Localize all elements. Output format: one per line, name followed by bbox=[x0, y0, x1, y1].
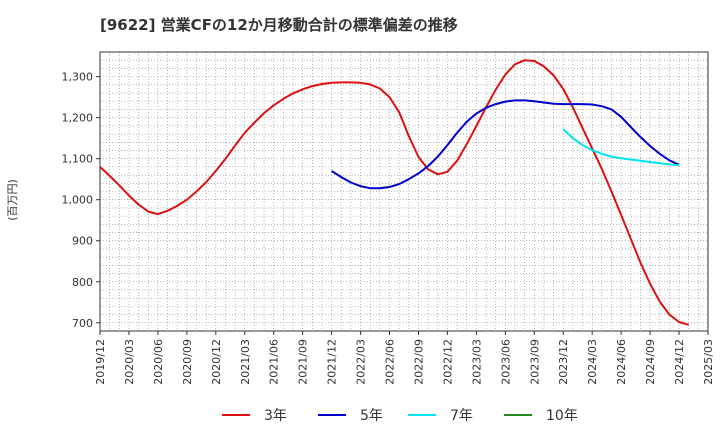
x-tick-label: 2023/06 bbox=[499, 339, 512, 385]
series-line-7年 bbox=[562, 128, 680, 167]
series-line-3年 bbox=[99, 59, 689, 326]
x-tick-label: 2025/03 bbox=[702, 339, 715, 385]
x-tick-label: 2021/03 bbox=[239, 339, 252, 385]
x-tick-label: 2019/12 bbox=[94, 339, 107, 385]
y-axis-label: (百万円) bbox=[6, 179, 19, 221]
x-tick-label: 2020/06 bbox=[152, 339, 165, 385]
x-tick-label: 2023/12 bbox=[557, 339, 570, 385]
y-tick-label: 1,200 bbox=[62, 112, 94, 125]
x-tick-label: 2022/03 bbox=[355, 339, 368, 385]
x-tick-label: 2021/12 bbox=[326, 339, 339, 385]
x-tick-label: 2022/09 bbox=[412, 339, 425, 385]
x-tick-label: 2020/03 bbox=[123, 339, 136, 385]
y-tick-label: 1,300 bbox=[62, 71, 94, 84]
legend-label: 3年 bbox=[264, 408, 287, 424]
x-tick-label: 2024/03 bbox=[586, 339, 599, 385]
legend-label: 7年 bbox=[450, 408, 473, 424]
x-tick-label: 2024/06 bbox=[615, 339, 628, 385]
x-tick-label: 2021/09 bbox=[297, 339, 310, 385]
y-tick-label: 1,000 bbox=[62, 194, 94, 207]
x-tick-label: 2024/09 bbox=[644, 339, 657, 385]
gridlines bbox=[100, 52, 708, 331]
y-tick-label: 1,100 bbox=[62, 153, 94, 166]
x-tick-label: 2023/09 bbox=[528, 339, 541, 385]
x-tick-label: 2021/06 bbox=[268, 339, 281, 385]
legend-label: 5年 bbox=[360, 408, 383, 424]
y-axis: 700 800 900 1,000 1,100 1,200 1,300 bbox=[62, 71, 100, 330]
x-tick-label: 2020/09 bbox=[181, 339, 194, 385]
x-tick-label: 2022/12 bbox=[441, 339, 454, 385]
x-tick-label: 2020/12 bbox=[210, 339, 223, 385]
y-tick-label: 700 bbox=[72, 317, 93, 330]
plot-area bbox=[99, 51, 709, 332]
x-tick-label: 2022/06 bbox=[384, 339, 397, 385]
series-line-5年 bbox=[331, 99, 680, 190]
y-tick-label: 900 bbox=[72, 235, 93, 248]
x-tick-label: 2023/03 bbox=[470, 339, 483, 385]
legend-label: 10年 bbox=[546, 408, 578, 424]
series-lines bbox=[99, 59, 689, 326]
x-axis: 2019/12 2020/03 2020/06 2020/09 2020/12 2021/… bbox=[94, 331, 715, 385]
chart-title: [9622] 営業CFの12か月移動合計の標準偏差の推移 bbox=[100, 16, 458, 34]
y-tick-label: 800 bbox=[72, 276, 93, 289]
legend: 3年 5年 7年 10年 bbox=[222, 408, 578, 424]
x-tick-label: 2024/12 bbox=[673, 339, 686, 385]
